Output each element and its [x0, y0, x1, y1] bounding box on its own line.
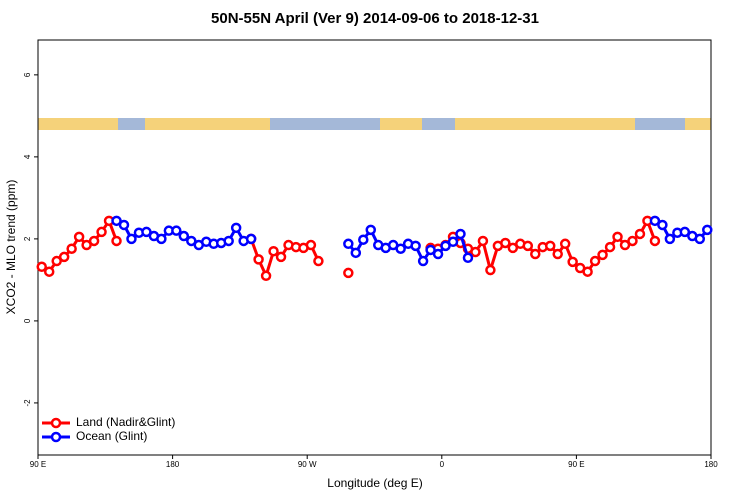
- data-point: [485, 264, 496, 276]
- data-point: [552, 248, 563, 260]
- data-point: [268, 245, 279, 257]
- data-point: [634, 228, 646, 240]
- x-tick-label: 90 W: [298, 460, 317, 469]
- x-tick-label: 90 E: [568, 460, 584, 469]
- x-axis-label: Longitude (deg E): [327, 476, 422, 490]
- y-axis-label: XCO2 - MLO trend (ppm): [4, 180, 18, 315]
- y-tick-label: 6: [23, 72, 32, 77]
- data-point: [507, 242, 519, 254]
- data-point: [141, 226, 152, 238]
- data-point: [649, 215, 661, 227]
- data-point: [275, 251, 287, 263]
- data-point: [589, 255, 601, 267]
- data-point: [118, 219, 130, 231]
- data-point: [305, 239, 317, 251]
- data-point: [223, 235, 234, 247]
- data-point: [544, 240, 556, 252]
- data-point: [612, 231, 623, 243]
- data-point: [96, 226, 107, 238]
- data-point: [462, 252, 474, 264]
- data-point: [627, 235, 638, 247]
- data-point: [343, 267, 354, 279]
- x-tick-label: 180: [704, 460, 718, 469]
- data-point: [156, 233, 167, 245]
- data-point: [604, 241, 616, 253]
- data-point: [365, 224, 377, 236]
- data-point: [649, 235, 661, 247]
- data-point: [313, 255, 324, 267]
- data-point: [81, 239, 92, 251]
- data-point: [395, 243, 406, 254]
- data-point: [186, 235, 197, 247]
- legend-marker: [50, 431, 62, 443]
- data-point: [43, 266, 55, 277]
- data-point: [36, 261, 47, 273]
- data-point: [358, 234, 369, 245]
- legend-label: Land (Nadir&Glint): [76, 415, 175, 429]
- y-tick-label: 4: [23, 154, 32, 159]
- data-point: [230, 222, 242, 234]
- x-tick-label: 180: [166, 460, 180, 469]
- data-point: [111, 215, 122, 227]
- data-point: [410, 240, 421, 252]
- data-point: [58, 251, 70, 263]
- data-point: [260, 270, 272, 282]
- data-point: [477, 235, 489, 247]
- plot-frame: [37, 39, 712, 456]
- data-point: [559, 238, 571, 250]
- x-tick-label: 0: [440, 460, 445, 469]
- data-point: [66, 243, 77, 254]
- data-point: [425, 244, 436, 256]
- data-point: [178, 230, 190, 242]
- chart-title: 50N-55N April (Ver 9) 2014-09-06 to 2018…: [211, 10, 539, 27]
- data-point: [694, 233, 706, 245]
- data-point: [417, 255, 429, 267]
- data-point: [530, 248, 541, 260]
- data-point: [343, 238, 354, 250]
- y-tick-label: -2: [23, 399, 32, 407]
- data-point: [470, 246, 481, 258]
- legend-marker: [50, 417, 62, 429]
- data-point: [245, 233, 257, 245]
- data-point: [522, 240, 534, 252]
- data-point: [51, 255, 62, 267]
- legend-label: Ocean (Glint): [76, 429, 147, 443]
- data-point: [88, 235, 100, 247]
- data-point: [657, 219, 668, 231]
- data-point: [567, 256, 578, 268]
- x-tick-label: 90 E: [30, 460, 46, 469]
- data-point: [500, 237, 511, 249]
- data-point: [455, 228, 466, 240]
- land-ocean-strip: [38, 118, 711, 130]
- data-point: [440, 240, 451, 252]
- data-point: [350, 247, 362, 259]
- data-point: [597, 249, 608, 261]
- data-point: [679, 226, 691, 238]
- data-point: [432, 248, 444, 260]
- data-point: [664, 233, 676, 245]
- data-point: [171, 225, 182, 236]
- data-point: [619, 239, 631, 251]
- data-point: [702, 224, 713, 236]
- data-point: [111, 235, 122, 247]
- data-point: [582, 266, 593, 277]
- data-point: [447, 236, 459, 248]
- y-tick-label: 2: [23, 236, 32, 241]
- y-tick-label: 0: [23, 318, 32, 323]
- data-point: [73, 231, 85, 243]
- data-point: [253, 254, 264, 265]
- data-point: [126, 233, 137, 245]
